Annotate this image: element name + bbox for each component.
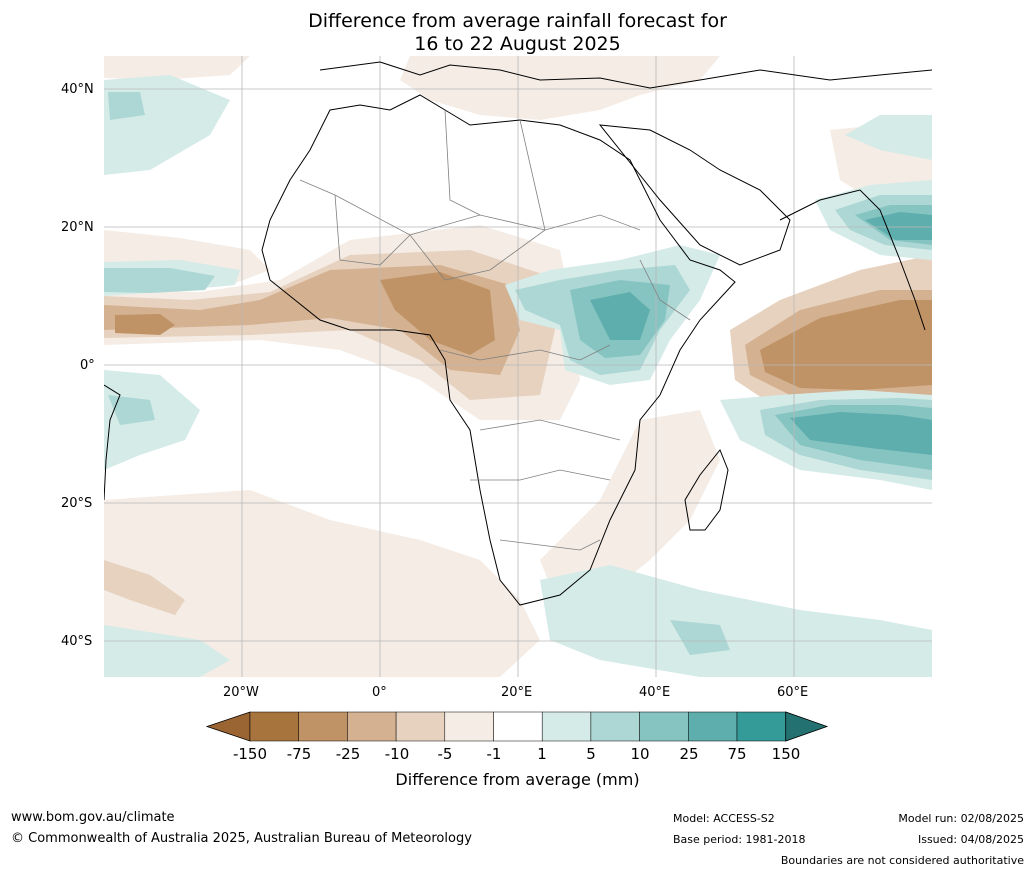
footer-model-run: Model run: 02/08/2025 <box>898 812 1024 825</box>
title-line-1: Difference from average rainfall forecas… <box>308 10 727 32</box>
colorbar-segment <box>493 711 543 742</box>
lon-label-20e: 20°E <box>501 685 533 700</box>
colorbar-title: Difference from average (mm) <box>395 770 640 789</box>
lon-label-0: 0° <box>372 685 387 700</box>
colorbar-tick: 1 <box>537 745 547 763</box>
colorbar-segment <box>444 711 494 742</box>
colorbar-segment <box>736 711 786 742</box>
lat-label-0: 0° <box>80 358 95 373</box>
colorbar-tick: -150 <box>232 745 268 763</box>
lat-label-40s: 40°S <box>61 634 93 649</box>
colorbar-segment <box>395 711 446 742</box>
footer-base-period: Base period: 1981-2018 <box>673 833 806 846</box>
colorbar-segment <box>639 711 689 742</box>
colorbar-extend-low <box>205 711 251 742</box>
colorbar-segment <box>688 711 738 742</box>
lon-label-60e: 60°E <box>777 685 809 700</box>
footer-disclaimer: Boundaries are not considered authoritat… <box>780 854 1024 867</box>
colorbar-segment <box>249 711 299 742</box>
colorbar-segment <box>298 711 348 742</box>
colorbar-tick: -75 <box>286 745 312 763</box>
colorbar-tick: -10 <box>384 745 410 763</box>
colorbar-tick: -25 <box>335 745 361 763</box>
map-title: Difference from average rainfall forecas… <box>0 10 1035 56</box>
lat-label-40n: 40°N <box>61 82 94 97</box>
colorbar-tick: -5 <box>437 745 453 763</box>
footer-copyright: © Commonwealth of Australia 2025, Austra… <box>11 831 472 846</box>
colorbar-tick: 25 <box>679 745 699 763</box>
title-line-2: 16 to 22 August 2025 <box>414 33 621 55</box>
footer-issued: Issued: 04/08/2025 <box>917 833 1024 846</box>
colorbar-tick: 10 <box>630 745 650 763</box>
graticule <box>104 56 932 677</box>
colorbar-tick: 5 <box>586 745 596 763</box>
colorbar-segment <box>541 711 592 742</box>
colorbar-tick: 75 <box>727 745 747 763</box>
colorbar-extend-high <box>785 711 829 742</box>
colorbar-tick: 150 <box>771 745 801 763</box>
lat-label-20n: 20°N <box>61 220 94 235</box>
lon-label-40e: 40°E <box>639 685 671 700</box>
coastlines <box>104 61 932 606</box>
lon-label-20w: 20°W <box>223 685 259 700</box>
footer-model: Model: ACCESS-S2 <box>673 812 775 825</box>
footer-url: www.bom.gov.au/climate <box>11 810 175 825</box>
country-borders <box>299 109 691 551</box>
colorbar-segment <box>590 711 640 742</box>
colorbar <box>205 711 829 742</box>
colorbar-segment <box>347 711 397 742</box>
colorbar-tick: -1 <box>486 745 502 763</box>
lat-label-20s: 20°S <box>61 496 93 511</box>
